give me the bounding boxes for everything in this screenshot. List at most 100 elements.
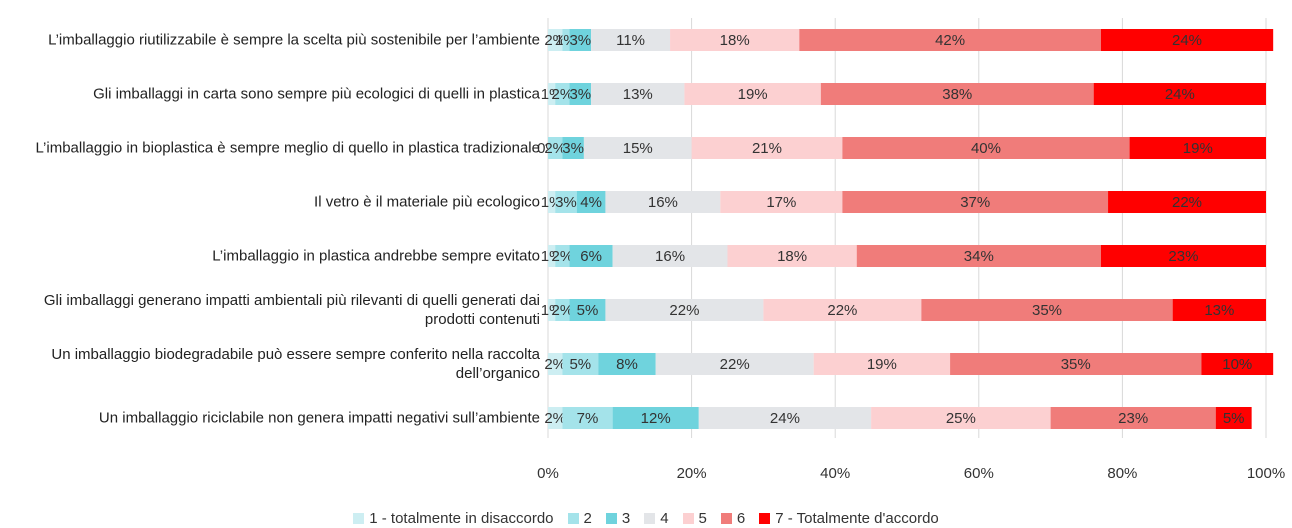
bar-segment: [548, 29, 563, 51]
legend-label: 6: [736, 510, 746, 527]
bar-segment: [591, 29, 671, 51]
data-label: 3%: [569, 86, 591, 103]
legend-swatch: [759, 513, 771, 524]
bar-segment: [555, 245, 570, 267]
legend-swatch: [605, 513, 617, 524]
data-label: 4%: [580, 194, 602, 211]
bar-segment: [871, 407, 1051, 429]
data-label: 7%: [577, 410, 599, 427]
data-label: 2%: [552, 248, 574, 265]
bar-segment: [576, 191, 606, 213]
legend-item: 4: [644, 510, 669, 527]
legend-item: 5: [682, 510, 707, 527]
data-label: 16%: [655, 248, 685, 265]
data-label: 22%: [669, 302, 699, 319]
data-label: 3%: [562, 140, 584, 157]
bar-segment: [612, 245, 728, 267]
data-label: 19%: [867, 356, 897, 373]
data-label: 16%: [648, 194, 678, 211]
data-label: 22%: [827, 302, 857, 319]
legend-label: 2: [583, 510, 592, 527]
data-label: 34%: [964, 248, 994, 265]
data-label: 24%: [1165, 86, 1195, 103]
data-label: 21%: [752, 140, 782, 157]
bar-segment: [1108, 191, 1266, 213]
data-label: 38%: [942, 86, 972, 103]
data-label: 5%: [577, 302, 599, 319]
data-label: 5%: [1223, 410, 1245, 427]
bar-segment: [1050, 407, 1216, 429]
category-label: Gli imballaggi generano impatti ambienta…: [43, 292, 540, 328]
legend-label: 3: [621, 510, 631, 527]
data-label: 5%: [569, 356, 591, 373]
data-label: 10%: [1222, 356, 1252, 373]
legend-item: 3: [605, 510, 631, 527]
legend-item: 7 - Totalmente d'accordo: [759, 510, 939, 527]
bar-segment: [1201, 353, 1274, 375]
legend-label: 5: [698, 510, 707, 527]
data-label: 3%: [555, 194, 577, 211]
category-label: Il vetro è il materiale più ecologico: [314, 193, 540, 211]
bar-segment: [799, 29, 1101, 51]
bar-segment: [591, 83, 685, 105]
bar-segment: [655, 353, 814, 375]
bar-segment: [555, 191, 577, 213]
legend-swatch: [644, 513, 656, 524]
category-label: Gli imballaggi in carta sono sempre più …: [93, 85, 540, 103]
x-tick-label: 40%: [820, 465, 850, 482]
bar-segment: [569, 83, 592, 105]
bar-segment: [1093, 83, 1266, 105]
bar-segment: [555, 83, 570, 105]
bar-segment: [820, 83, 1094, 105]
bar-segment: [1100, 245, 1266, 267]
bar-segment: [1100, 29, 1274, 51]
data-label: 42%: [935, 32, 965, 49]
bar-segment: [605, 191, 721, 213]
bar-segment: [813, 353, 951, 375]
data-label: 8%: [616, 356, 638, 373]
x-tick-label: 60%: [964, 465, 994, 482]
bar-segment: [727, 245, 857, 267]
bar-segment: [548, 407, 563, 429]
data-label: 24%: [1172, 32, 1202, 49]
bar-segment: [562, 29, 570, 51]
bar-segment: [562, 137, 584, 159]
legend-label: 1 - totalmente in disaccordo: [369, 510, 554, 527]
data-label: 40%: [971, 140, 1001, 157]
bar-segment: [1215, 407, 1252, 429]
data-label: 2%: [544, 410, 566, 427]
data-label: 13%: [623, 86, 653, 103]
bar-segment: [691, 137, 843, 159]
data-label: 3%: [569, 32, 591, 49]
bar-segment: [842, 137, 1130, 159]
bar-segment: [548, 191, 556, 213]
bar-segment: [555, 299, 570, 321]
bar-segment: [684, 83, 821, 105]
bar-segment: [562, 353, 599, 375]
data-label: 23%: [1168, 248, 1198, 265]
legend-item: 2: [567, 510, 592, 527]
legend: 1 - totalmente in disaccordo 2 3 4 5 6 7 - Tot…: [0, 510, 1292, 527]
x-tick-label: 0%: [537, 465, 559, 482]
bar-segment: [562, 407, 613, 429]
bar-segment: [1172, 299, 1266, 321]
data-label: 24%: [770, 410, 800, 427]
bar-segment: [569, 245, 613, 267]
x-tick-label: 80%: [1107, 465, 1137, 482]
data-label: 22%: [1172, 194, 1202, 211]
category-label: L’imballaggio riutilizzabile è sempre la…: [48, 31, 540, 49]
data-label: 12%: [641, 410, 671, 427]
bar-segment: [1129, 137, 1266, 159]
data-label: 18%: [720, 32, 750, 49]
bar-segment: [670, 29, 800, 51]
x-tick-label: 100%: [1247, 465, 1285, 482]
bar-segment: [720, 191, 843, 213]
data-label: 19%: [738, 86, 768, 103]
bar-segment: [598, 353, 656, 375]
bar-segment: [583, 137, 692, 159]
legend-label: 4: [660, 510, 669, 527]
legend-swatch: [567, 513, 579, 524]
bar-segment: [950, 353, 1202, 375]
